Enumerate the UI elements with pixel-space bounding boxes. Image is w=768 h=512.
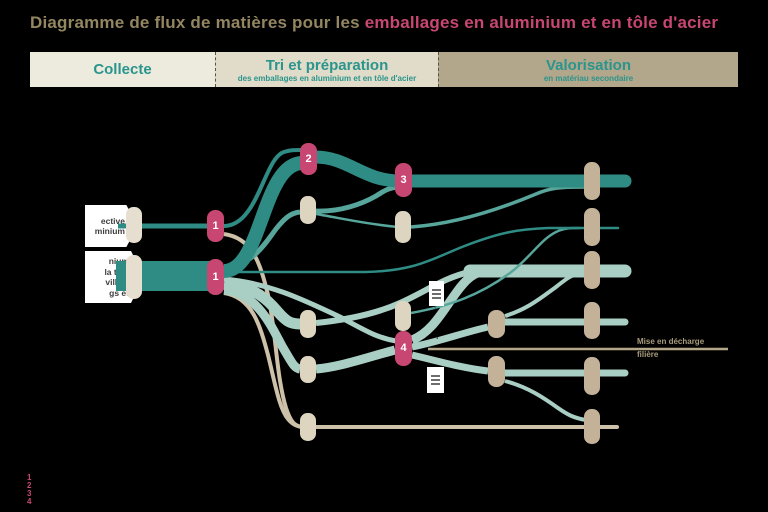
input-banner-line: minium <box>94 226 125 236</box>
gate-col5-c <box>584 251 600 289</box>
gate-col2-d <box>300 413 316 441</box>
process-node-3-label: 3 <box>400 174 407 186</box>
footnote-number: 1 <box>27 473 32 482</box>
phase-tri-label: Tri et préparation <box>265 56 389 74</box>
flow-group-mid-teal <box>223 184 587 315</box>
process-node-4 <box>395 331 412 366</box>
gate-col2-b <box>300 310 316 338</box>
process-node-4-label: 4 <box>400 342 407 354</box>
flow-annotation-chip-lower <box>427 367 444 393</box>
page-title: Diagramme de flux de matières pour les e… <box>30 13 750 33</box>
phase-valorisation-sublabel: en matériau secondaire <box>543 73 634 83</box>
flow-node4-to-col4a <box>411 323 489 351</box>
flow-col3b-merge <box>410 185 587 229</box>
flow-annotation-chip-upper <box>429 281 444 306</box>
landfill-label-line2: filière <box>637 350 659 359</box>
gate-col3-b <box>395 301 411 331</box>
landfill-label-line1: Mise en décharge <box>637 337 705 346</box>
flow-col2c-to-node4 <box>315 345 397 374</box>
gate-col1-a <box>126 207 142 243</box>
gate-col2-c <box>300 356 316 383</box>
gate-col4-a <box>488 310 505 338</box>
flow-loss-from-node1b <box>223 291 303 429</box>
flow-node1b-to-node2 <box>222 156 304 278</box>
footnote-number: 2 <box>27 481 32 490</box>
gate-col4-b <box>488 356 505 387</box>
gate-col5-b <box>584 208 600 246</box>
input-banner-line: gs et <box>109 287 129 298</box>
gate-col3-a <box>395 211 411 243</box>
flow-thin-to-col5b <box>222 226 620 274</box>
phase-collecte-label: Collecte <box>93 61 152 78</box>
phase-tri-sublabel: des emballages en aluminium et en tôle d… <box>237 73 417 83</box>
gate-col5-f <box>584 409 600 444</box>
process-node-2-label: 2 <box>305 153 312 165</box>
footnote-number: 3 <box>27 489 32 498</box>
gate-col5-a <box>584 162 600 200</box>
process-node-2 <box>300 143 317 175</box>
flow-node1a-to-node2 <box>223 148 303 228</box>
gate-nodes <box>126 162 600 444</box>
process-node-1b <box>207 259 224 295</box>
process-node-3 <box>395 163 412 197</box>
flow-group-dark-teal <box>116 148 632 291</box>
flow-node1b-to-col2b <box>223 278 301 330</box>
title-prefix: Diagramme de flux de matières pour les <box>30 13 365 32</box>
title-highlight: emballages en aluminium et en tôle d'aci… <box>364 13 719 32</box>
flow-node2-to-node3 <box>314 150 399 188</box>
process-nodes <box>207 143 412 366</box>
flow-col4b-down-branch <box>504 379 587 422</box>
gate-col5-d <box>584 302 600 339</box>
footnote-number: 4 <box>27 497 32 506</box>
gate-col2-a <box>300 196 316 224</box>
process-node-1a <box>207 210 224 242</box>
footnote-numbers: 1 2 3 4 <box>27 474 31 506</box>
flow-group-pale-teal <box>223 264 632 422</box>
phase-valorisation: Valorisation en matériau secondaire <box>438 52 738 87</box>
flow-col4a-up-branch <box>504 271 583 318</box>
flow-node4-to-col4b <box>411 351 489 375</box>
process-node-1b-label: 1 <box>212 271 219 283</box>
input-banner-line: ective <box>100 215 125 226</box>
phase-collecte: Collecte <box>30 52 215 87</box>
flow-node1b-to-col2c <box>223 285 302 374</box>
flow-col2a-to-node3 <box>315 184 399 214</box>
gate-col1-b <box>126 255 142 299</box>
gate-col5-e <box>584 357 600 395</box>
phase-valorisation-label: Valorisation <box>545 56 632 74</box>
process-node-1a-label: 1 <box>212 220 219 232</box>
phase-tri-preparation: Tri et préparation des emballages en alu… <box>215 52 438 87</box>
flow-node1b-to-node4 <box>223 276 397 344</box>
flow-col2a-to-col3b <box>315 212 399 229</box>
